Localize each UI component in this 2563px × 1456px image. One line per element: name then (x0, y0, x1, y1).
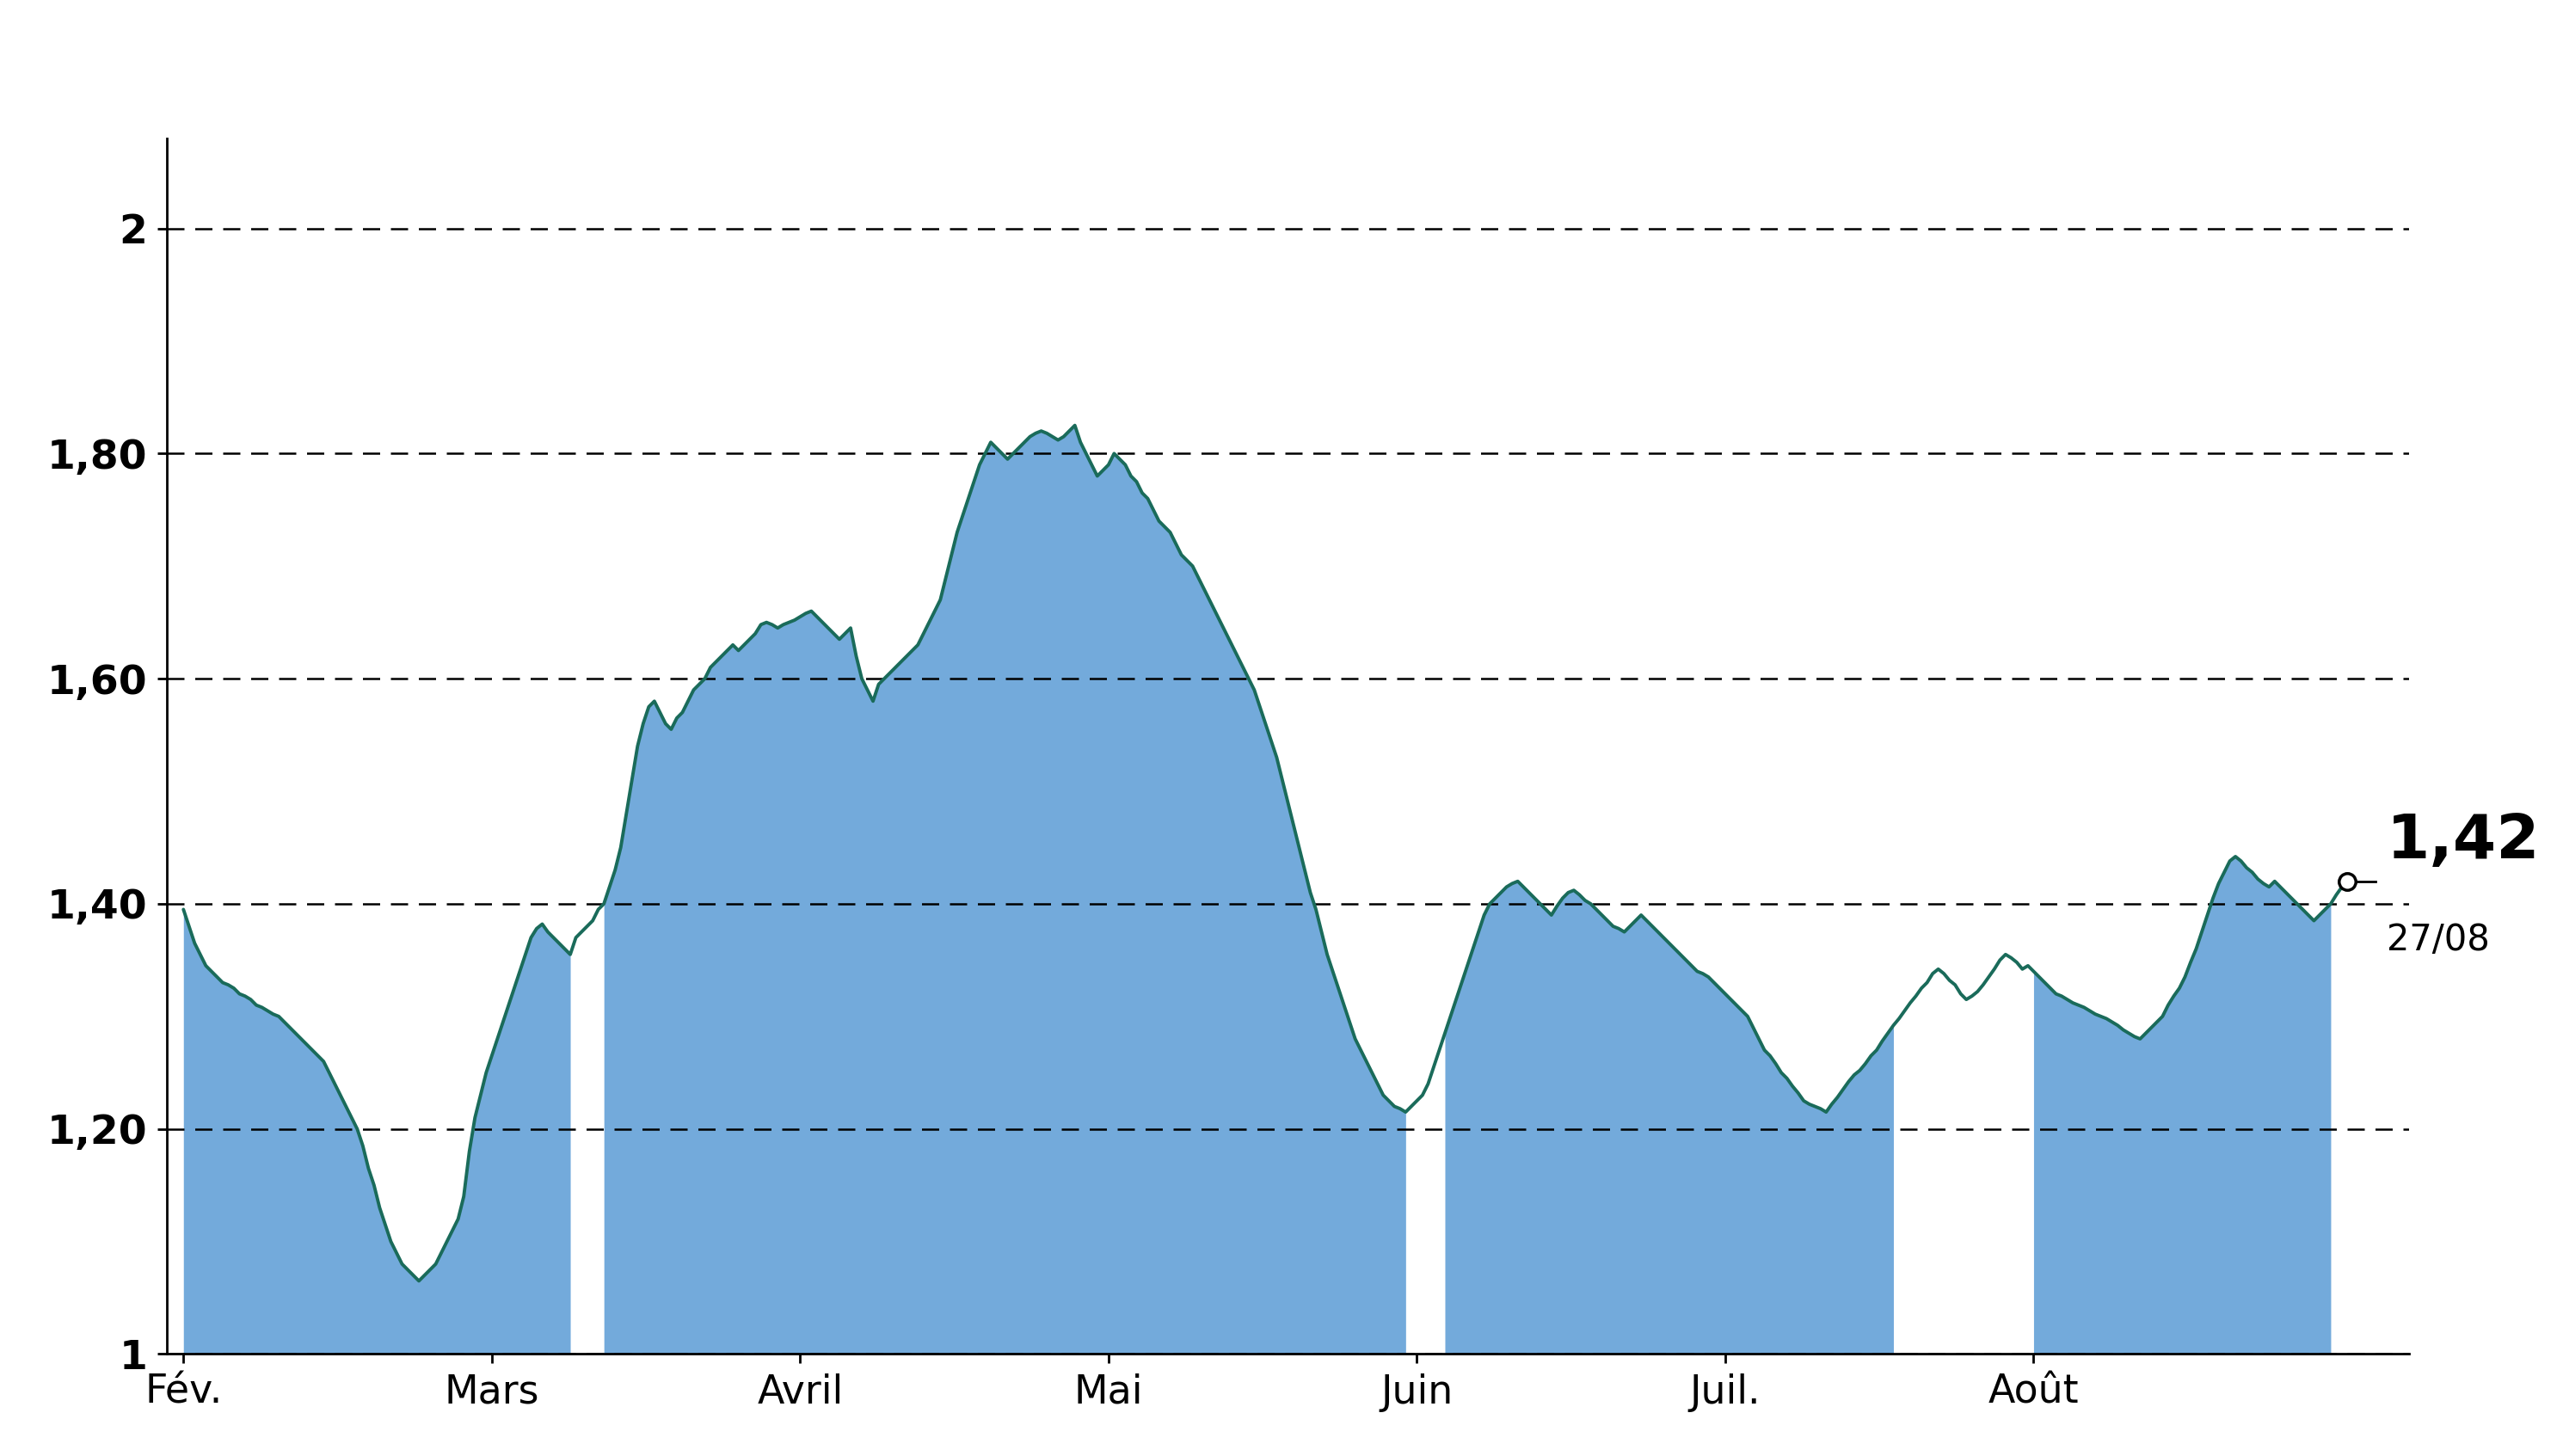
Text: 27/08: 27/08 (2386, 922, 2489, 958)
Text: 1,42: 1,42 (2386, 812, 2540, 872)
Text: Singulus Technologies AG: Singulus Technologies AG (625, 17, 1938, 106)
